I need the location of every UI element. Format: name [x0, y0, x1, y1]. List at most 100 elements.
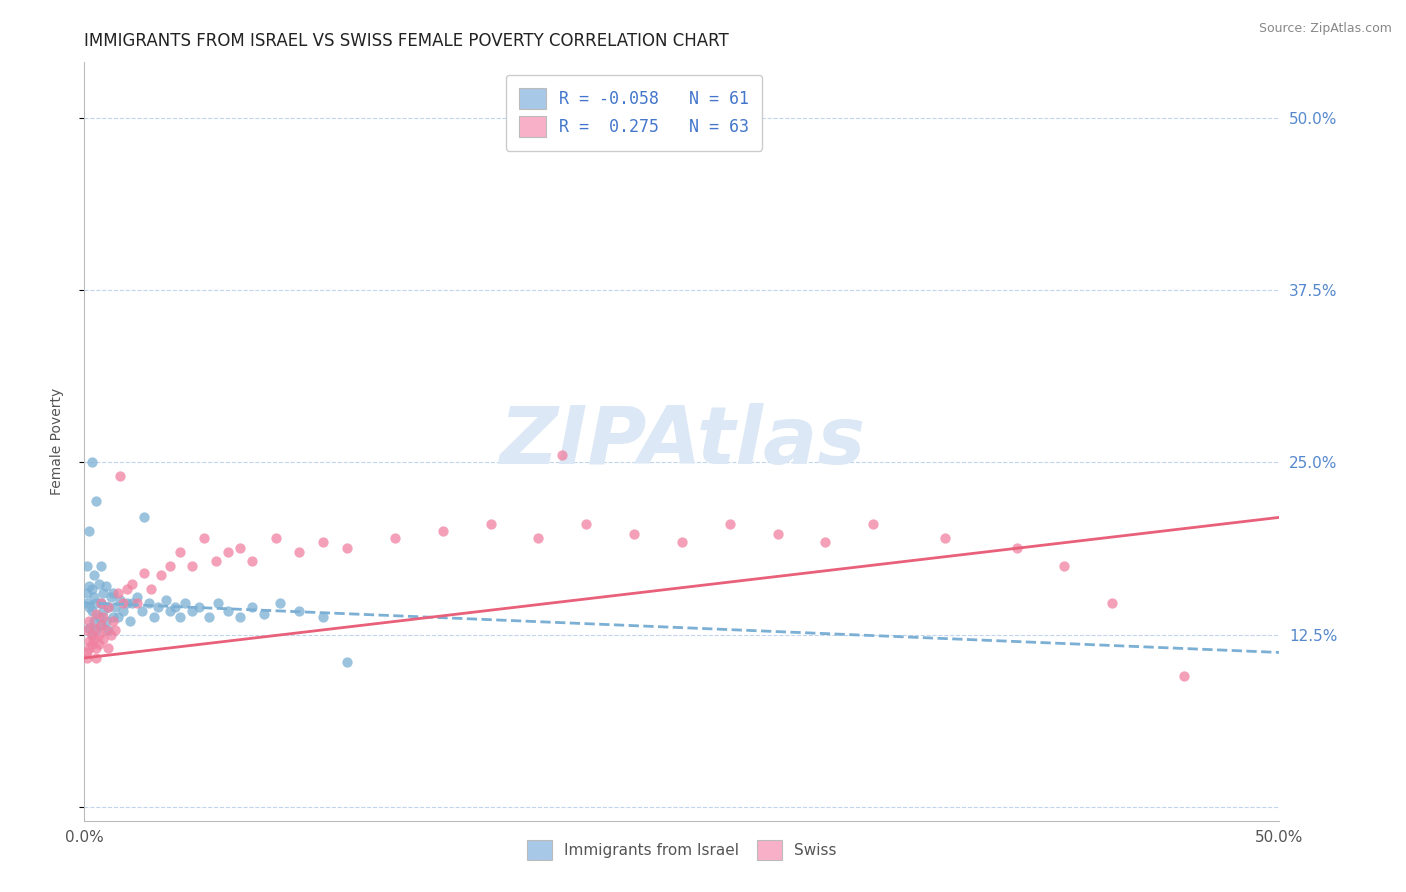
Point [269, 596, 291, 610]
Point [766, 527, 789, 541]
Point [86, 651, 108, 665]
Point [117, 582, 139, 596]
Point [264, 531, 287, 545]
Point [93, 632, 115, 646]
Point [253, 607, 276, 621]
Point [86, 493, 108, 508]
Point [384, 531, 406, 545]
Point [87, 627, 110, 641]
Point [77, 599, 100, 614]
Point [94, 624, 117, 638]
Point [181, 604, 204, 618]
Point [111, 604, 134, 618]
Point [132, 566, 156, 580]
Point [80, 604, 103, 618]
Point [90, 618, 112, 632]
Point [240, 599, 263, 614]
Point [86, 624, 108, 638]
Point [97, 641, 120, 656]
Point [110, 593, 132, 607]
Point [240, 554, 263, 568]
Point [94, 579, 117, 593]
Point [86, 607, 108, 621]
Point [1005, 541, 1028, 555]
Point [479, 517, 502, 532]
Point [1173, 669, 1195, 683]
Point [197, 609, 219, 624]
Point [80, 627, 103, 641]
Point [117, 596, 139, 610]
Point [101, 609, 124, 624]
Point [718, 517, 741, 532]
Point [217, 604, 239, 618]
Point [169, 609, 191, 624]
Point [125, 596, 148, 610]
Point [121, 596, 143, 610]
Point [551, 448, 574, 462]
Point [173, 596, 195, 610]
Point [97, 599, 120, 614]
Point [193, 531, 215, 545]
Point [814, 535, 837, 549]
Point [77, 614, 100, 628]
Point [312, 535, 335, 549]
Point [76, 558, 98, 573]
Point [312, 609, 335, 624]
Point [80, 627, 103, 641]
Point [76, 624, 98, 638]
Point [336, 655, 359, 669]
Point [87, 609, 110, 624]
Point [205, 554, 228, 568]
Point [138, 596, 160, 610]
Text: ZIPAtlas: ZIPAtlas [499, 402, 865, 481]
Point [155, 593, 177, 607]
Point [101, 614, 124, 628]
Point [77, 579, 100, 593]
Point [87, 576, 110, 591]
Point [90, 596, 112, 610]
Point [100, 591, 122, 605]
Point [527, 531, 550, 545]
Point [86, 596, 108, 610]
Point [288, 604, 311, 618]
Point [80, 637, 103, 651]
Point [131, 604, 153, 618]
Point [83, 632, 105, 646]
Point [1053, 558, 1076, 573]
Point [101, 586, 124, 600]
Point [575, 517, 598, 532]
Point [165, 599, 187, 614]
Point [93, 604, 115, 618]
Point [83, 621, 105, 635]
Point [77, 621, 100, 635]
Point [83, 568, 105, 582]
Point [107, 609, 129, 624]
Point [80, 582, 103, 596]
Point [90, 596, 112, 610]
Point [76, 645, 98, 659]
Point [148, 599, 170, 614]
Legend: Immigrants from Israel, Swiss: Immigrants from Israel, Swiss [522, 834, 842, 866]
Point [229, 541, 252, 555]
Point [934, 531, 956, 545]
Point [77, 641, 100, 656]
Point [76, 651, 98, 665]
Point [159, 604, 181, 618]
Point [217, 545, 239, 559]
Point [132, 510, 156, 524]
Point [83, 614, 105, 628]
Point [862, 517, 884, 532]
Point [83, 591, 105, 605]
Point [76, 586, 98, 600]
Point [623, 527, 645, 541]
Point [188, 599, 211, 614]
Point [288, 545, 311, 559]
Point [104, 624, 127, 638]
Text: IMMIGRANTS FROM ISRAEL VS SWISS FEMALE POVERTY CORRELATION CHART: IMMIGRANTS FROM ISRAEL VS SWISS FEMALE P… [84, 32, 730, 50]
Point [87, 637, 110, 651]
Point [121, 576, 143, 591]
Point [125, 591, 148, 605]
Point [80, 455, 103, 469]
Point [118, 614, 141, 628]
Point [169, 545, 191, 559]
